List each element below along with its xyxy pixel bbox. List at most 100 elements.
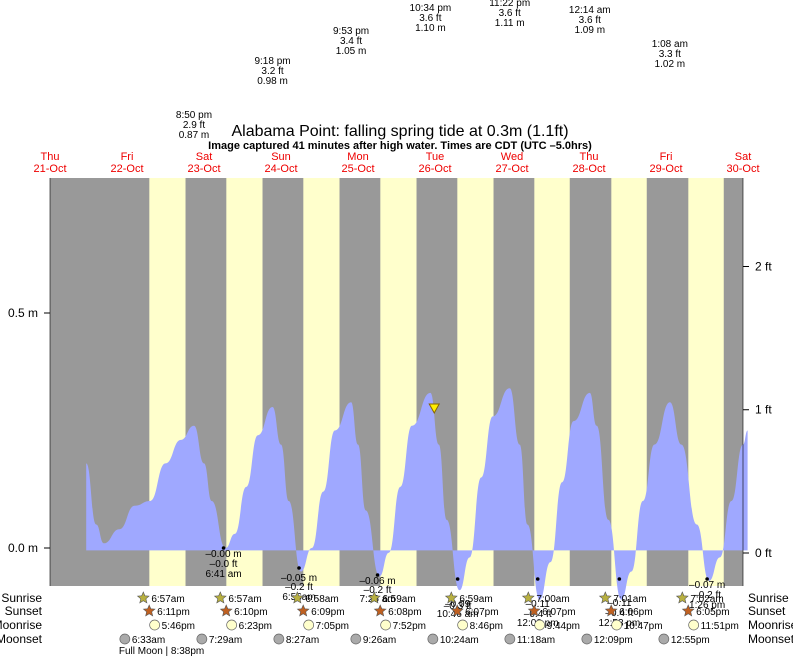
row-label-moonset-right: Moonset <box>748 632 793 646</box>
high-tide-ft: 2.9 ft <box>183 120 205 131</box>
high-tide-m: 1.09 m <box>574 25 605 36</box>
low-tide-dot <box>455 577 460 581</box>
moonrise-icon <box>688 619 700 631</box>
low-tide-time: 10:46 am <box>437 609 479 620</box>
sunset-time: 6:09pm <box>311 607 344 618</box>
row-label-moonrise: Moonrise <box>0 618 42 632</box>
sunrise-time: 6:57am <box>228 594 261 605</box>
moonrise-time: 7:52pm <box>393 621 426 632</box>
sunset-icon <box>450 604 464 617</box>
high-tide-m: 0.87 m <box>179 130 210 141</box>
low-tide-ft: –0.0 ft <box>210 559 238 570</box>
day-date: 25-Oct <box>341 163 374 175</box>
moonset-time: 10:24am <box>440 635 479 646</box>
row-label-moonrise-right: Moonrise <box>748 618 793 632</box>
sunrise-time: 6:59am <box>382 594 415 605</box>
high-tide-time: 9:53 pm <box>333 26 369 37</box>
y-left-tick-label: 0.5 m <box>8 306 38 320</box>
day-name: Fri <box>121 151 134 163</box>
sunrise-icon <box>598 591 612 604</box>
high-tide-ft: 3.6 ft <box>419 13 441 24</box>
sunrise-icon <box>444 591 458 604</box>
moonrise-icon <box>380 619 391 631</box>
moonset-icon <box>427 633 439 645</box>
day-name: Wed <box>501 151 523 163</box>
sunset-time: 6:11pm <box>157 607 190 618</box>
moonrise-icon <box>457 619 468 631</box>
moonrise-icon <box>149 619 160 631</box>
moonset-time: 11:18am <box>517 635 555 646</box>
moonset-icon <box>196 633 208 645</box>
high-tide-time: 1:08 am <box>652 39 688 50</box>
day-date: 29-Oct <box>649 163 682 175</box>
high-tide-time: 12:14 am <box>569 5 611 16</box>
row-label-sunset-right: Sunset <box>748 604 786 618</box>
high-tide-ft: 3.3 ft <box>659 49 681 60</box>
moonset-time: 9:26am <box>363 635 396 646</box>
low-tide-dot <box>375 573 380 577</box>
moonset-time: 12:55pm <box>671 635 710 646</box>
low-tide-dot <box>617 577 622 581</box>
sunset-time: 6:10pm <box>234 607 267 618</box>
moonrise-time: 11:51pm <box>701 621 739 632</box>
sunset-time: 6:06pm <box>619 607 652 618</box>
sunset-time: 6:08pm <box>388 607 421 618</box>
day-name: Sat <box>196 151 213 163</box>
tide-area <box>86 388 748 600</box>
low-tide-m: –0.05 m <box>281 573 317 584</box>
high-tide-time: 9:18 pm <box>254 56 290 67</box>
sunrise-icon <box>290 591 304 604</box>
day-date: 21-Oct <box>33 163 66 175</box>
y-right-tick-label: 2 ft <box>755 259 772 273</box>
low-tide-ft: –0.2 ft <box>693 590 721 601</box>
row-label-moonset: Moonset <box>0 632 43 646</box>
row-label-sunset: Sunset <box>5 604 43 618</box>
sunset-icon <box>373 604 387 617</box>
chart-title: Alabama Point: falling spring tide at 0.… <box>231 123 568 140</box>
y-right-tick-label: 0 ft <box>755 546 772 560</box>
sunrise-time: 7:00am <box>536 594 569 605</box>
sunset-time: 6:07pm <box>542 607 575 618</box>
moonset-icon <box>658 633 670 645</box>
low-tide-m: –0.06 m <box>359 576 395 587</box>
moonrise-time: 9:44pm <box>547 621 580 632</box>
moonrise-time: 7:05pm <box>316 621 349 632</box>
current-level-marker <box>428 403 441 415</box>
day-date: 26-Oct <box>418 163 451 175</box>
moonrise-time: 5:46pm <box>162 621 195 632</box>
sun-moon-rows: SunriseSunsetMoonriseMoonsetSunriseSunse… <box>0 591 793 657</box>
high-tide-ft: 3.4 ft <box>340 36 362 47</box>
moonrise-icon <box>534 619 546 631</box>
sunrise-icon <box>213 591 227 604</box>
moonset-icon <box>504 633 516 645</box>
sunset-time: 6:07pm <box>465 607 498 618</box>
moonrise-time: 8:46pm <box>470 621 503 632</box>
day-name: Sun <box>271 151 291 163</box>
moonset-time: 8:27am <box>286 635 319 646</box>
daylight-band <box>688 178 724 586</box>
sunrise-time: 7:02am <box>690 594 723 605</box>
moonrise-time: 10:47pm <box>624 621 663 632</box>
low-tide-m: –0.00 m <box>205 549 241 560</box>
sunrise-time: 6:58am <box>305 594 338 605</box>
high-tide-m: 1.11 m <box>495 18 525 29</box>
high-tide-m: 0.98 m <box>257 76 288 87</box>
axes: Thu21-OctFri22-OctSat23-OctSun24-OctMon2… <box>8 151 772 586</box>
y-left-tick-label: 0.0 m <box>8 541 38 555</box>
tide-area-path <box>86 388 748 600</box>
moonset-time: 6:33am <box>132 635 165 646</box>
moonrise-icon <box>303 619 314 631</box>
high-tide-m: 1.02 m <box>655 59 686 70</box>
low-tide-m: –0.07 m <box>689 580 725 591</box>
day-date: 24-Oct <box>264 163 297 175</box>
moonset-time: 7:29am <box>209 635 242 646</box>
moonrise-time: 6:23pm <box>239 621 272 632</box>
low-tide-ft: –0.2 ft <box>285 582 313 593</box>
sunrise-icon <box>136 591 150 604</box>
moonset-icon <box>273 633 285 645</box>
sunrise-icon <box>521 591 535 604</box>
day-date: 28-Oct <box>572 163 605 175</box>
sunset-icon <box>604 604 618 617</box>
day-date: 23-Oct <box>187 163 220 175</box>
